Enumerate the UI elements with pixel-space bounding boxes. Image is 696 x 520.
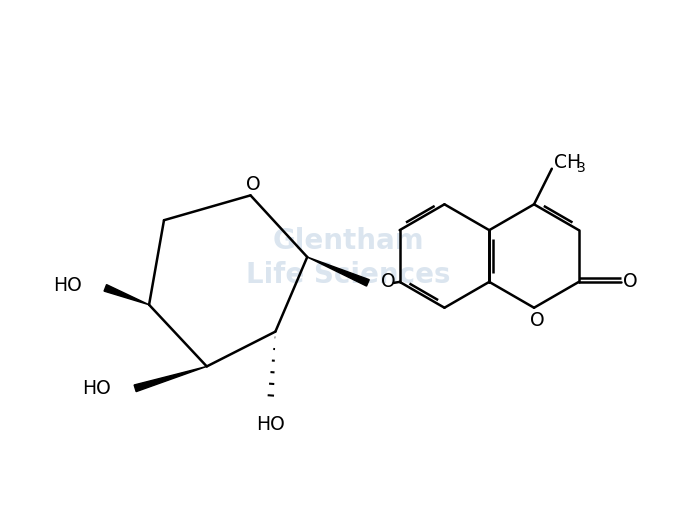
Polygon shape <box>134 367 207 392</box>
Polygon shape <box>104 284 149 305</box>
Text: O: O <box>246 175 261 194</box>
Text: O: O <box>623 272 638 291</box>
Text: Glentham
Life Sciences: Glentham Life Sciences <box>246 227 450 289</box>
Text: HO: HO <box>256 415 285 434</box>
Text: HO: HO <box>83 379 111 398</box>
Polygon shape <box>307 257 370 286</box>
Text: CH: CH <box>554 153 581 172</box>
Text: HO: HO <box>53 276 81 295</box>
Text: 3: 3 <box>577 161 585 175</box>
Text: O: O <box>530 311 544 330</box>
Text: O: O <box>381 272 396 291</box>
